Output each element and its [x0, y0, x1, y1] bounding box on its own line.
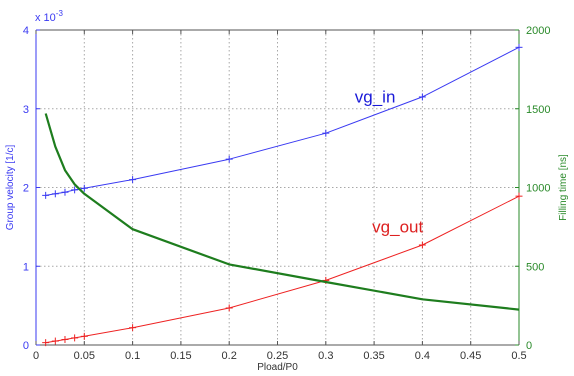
- data-point-vg_out: [418, 241, 426, 249]
- data-point-vg_in: [61, 188, 69, 196]
- data-point-vg_out: [61, 335, 69, 343]
- y-right-tick-label: 0: [526, 340, 532, 352]
- x-tick-label: 0.35: [363, 350, 384, 362]
- data-point-vg_in: [51, 190, 59, 198]
- x-tick-label: 0.05: [74, 350, 95, 362]
- y-right-tick-label: 1500: [526, 104, 550, 116]
- x-tick-label: 0.1: [125, 350, 140, 362]
- data-point-vg_in: [129, 176, 137, 184]
- y-right-tick-label: 500: [526, 261, 544, 273]
- x-tick-label: 0.5: [511, 350, 526, 362]
- data-point-vg_out: [80, 332, 88, 340]
- x-axis-title: Pload/P0: [257, 362, 298, 373]
- data-point-vg_out: [129, 324, 137, 332]
- data-point-vg_in: [80, 184, 88, 192]
- data-point-vg_out: [225, 304, 233, 312]
- y-left-tick-label: 0: [23, 340, 29, 352]
- data-point-vg_in: [71, 186, 79, 194]
- x-tick-label: 0: [33, 350, 39, 362]
- data-point-vg_in: [418, 93, 426, 101]
- x-tick-label: 0.2: [222, 350, 237, 362]
- annotation-vg_out: vg_out: [372, 217, 423, 236]
- series-line-vg_out: [45, 195, 520, 344]
- annotation-vg_in: vg_in: [355, 87, 396, 106]
- grid: [36, 30, 519, 345]
- y-left-axis-title: Group velocity [1/c]: [5, 144, 16, 230]
- data-point-vg_out: [42, 339, 50, 347]
- series-line-vg_in: [45, 46, 520, 196]
- x-tick-label: 0.3: [318, 350, 333, 362]
- series-line-filling-time: [44, 113, 520, 311]
- data-point-vg_in: [515, 43, 523, 51]
- left-axis-exponent: x 10-3: [35, 9, 63, 24]
- y-left-tick-label: 2: [23, 183, 29, 195]
- y-right-axis-title: Filling time [ns]: [558, 154, 569, 221]
- data-point-vg_out: [515, 192, 523, 200]
- y-left-tick-label: 3: [23, 104, 29, 116]
- data-point-vg_in: [42, 191, 50, 199]
- data-point-vg_out: [51, 337, 59, 345]
- data-point-vg_out: [71, 334, 79, 342]
- x-tick-label: 0.4: [415, 350, 430, 362]
- x-tick-label: 0.45: [460, 350, 481, 362]
- data-point-vg_in: [322, 129, 330, 137]
- data-point-vg_in: [225, 155, 233, 163]
- x-tick-label: 0.15: [170, 350, 191, 362]
- y-right-tick-label: 1000: [526, 183, 550, 195]
- x-tick-label: 0.25: [267, 350, 288, 362]
- y-right-tick-label: 2000: [526, 25, 550, 37]
- y-left-tick-label: 1: [23, 261, 29, 273]
- y-left-tick-label: 4: [23, 25, 29, 37]
